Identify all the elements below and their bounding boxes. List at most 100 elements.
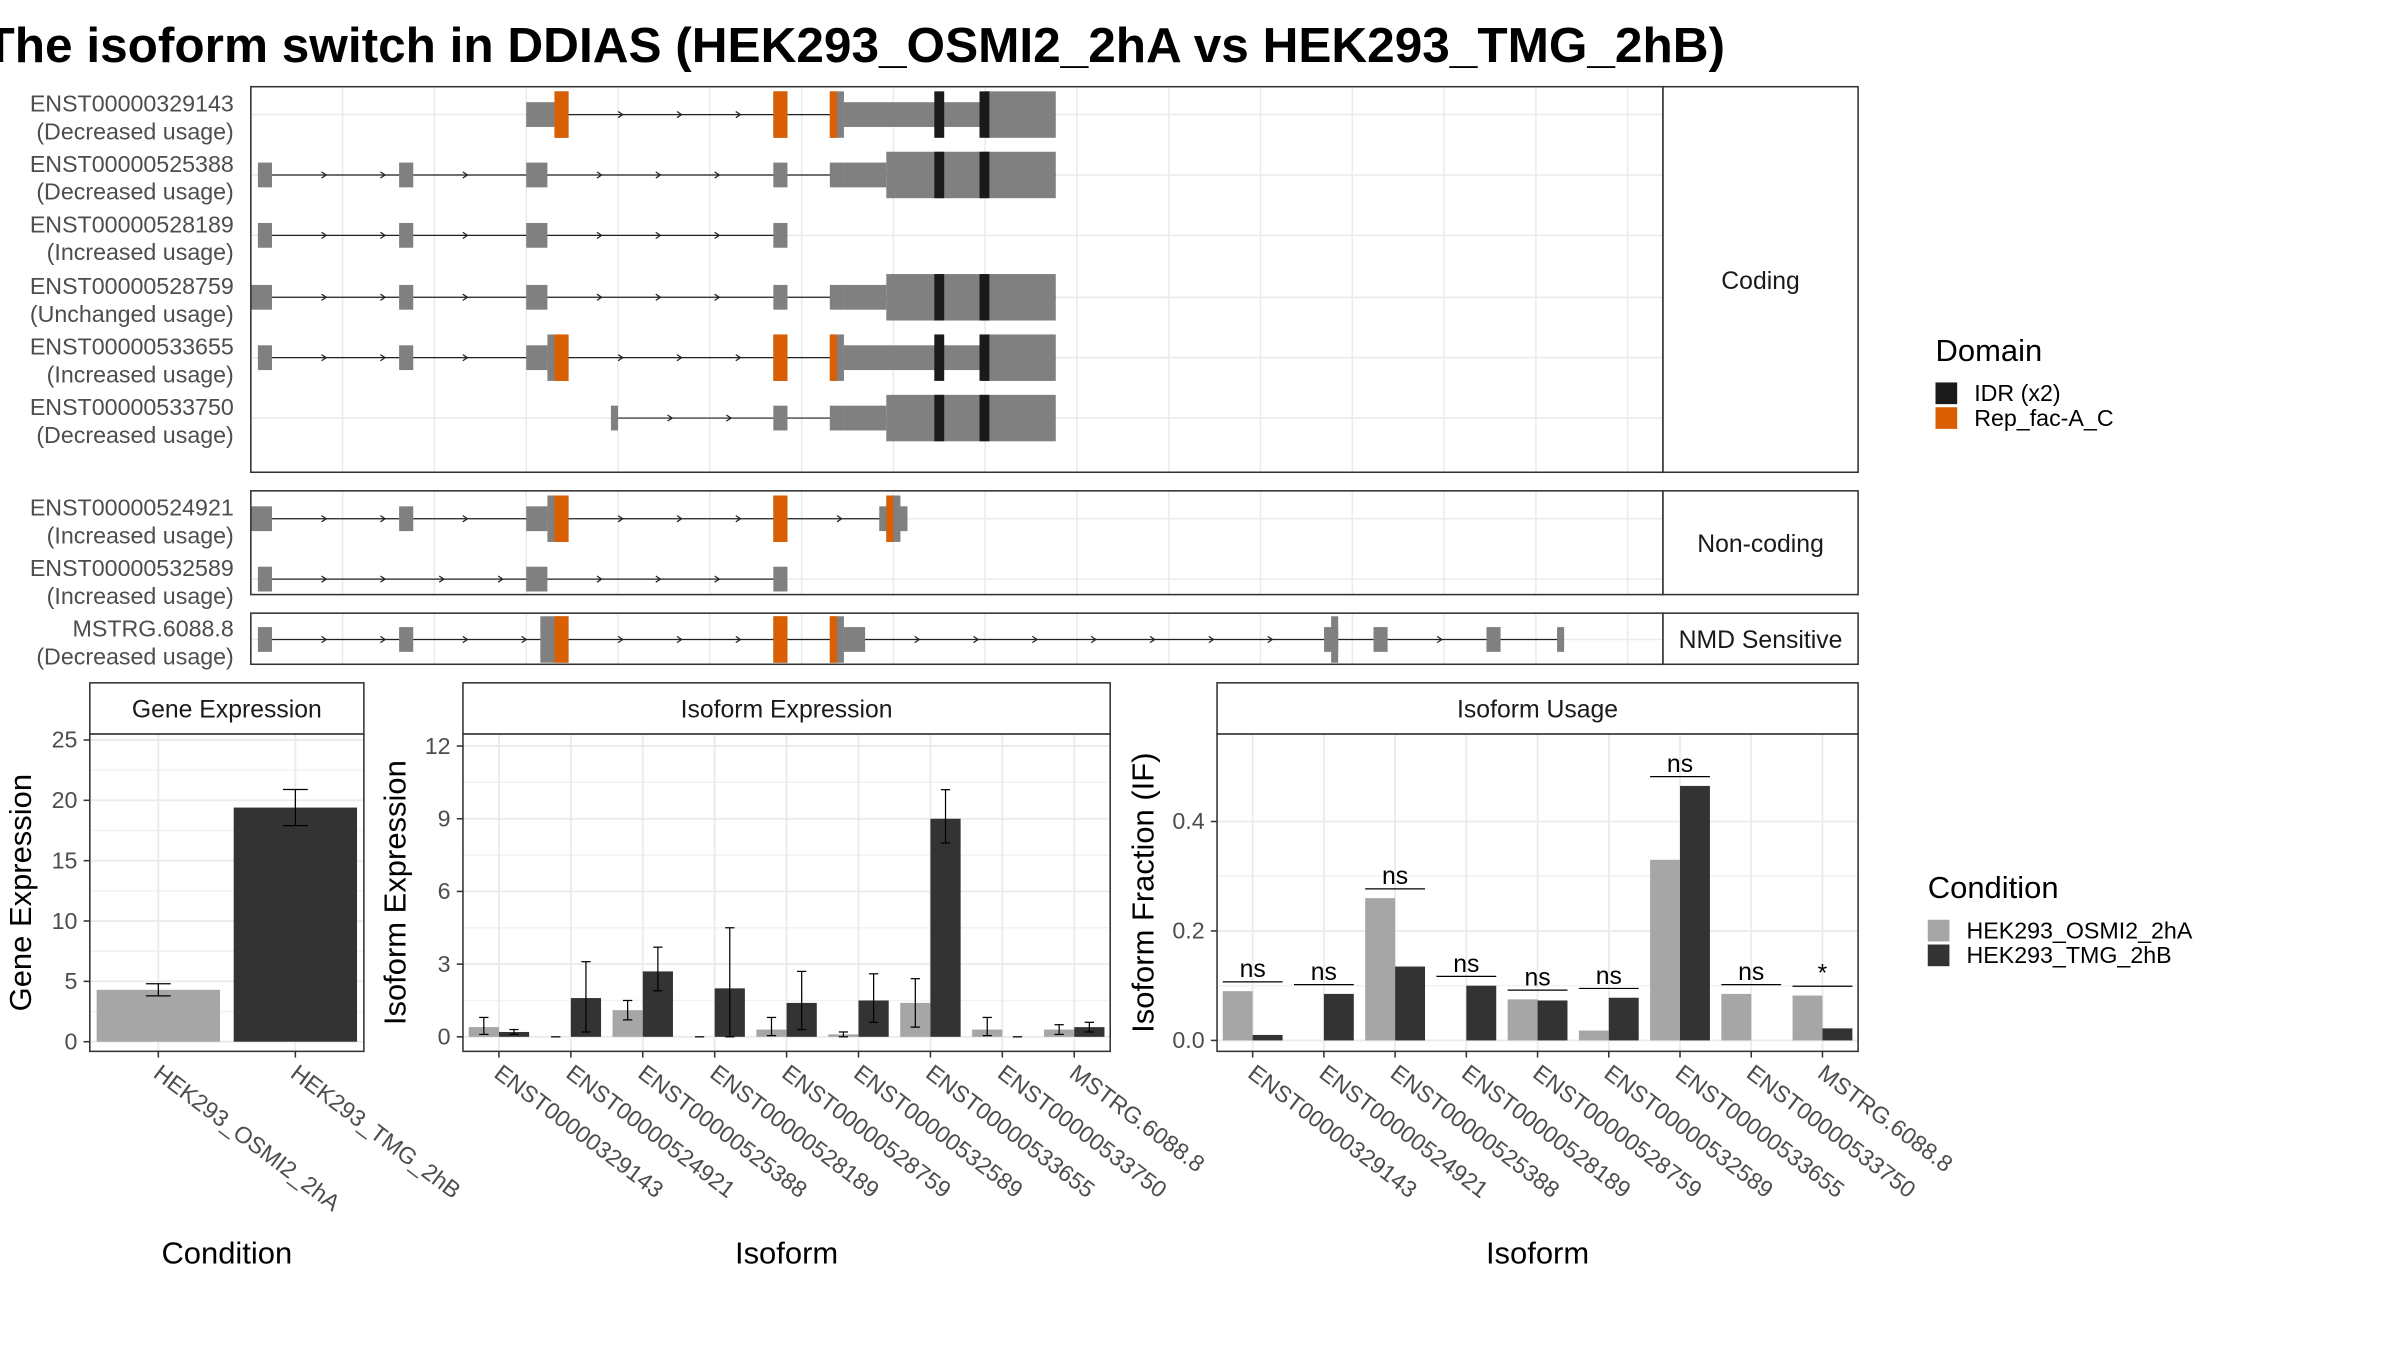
utr-exon <box>526 566 548 592</box>
utr-exon <box>829 162 844 188</box>
domain-idr <box>934 91 945 138</box>
bar <box>1466 985 1497 1041</box>
legend-title: Domain <box>1936 333 2043 368</box>
facet-strip <box>1662 612 1859 666</box>
y-axis-title: Gene Expression <box>3 774 38 1011</box>
legend-swatch <box>1935 407 1958 429</box>
utr-exon <box>257 222 273 248</box>
domain-rep-fac <box>773 91 788 138</box>
domain-rep-fac <box>554 495 569 542</box>
utr-exon <box>843 345 986 371</box>
direction-arrow <box>596 575 603 583</box>
utr-exon <box>399 162 414 188</box>
facet-strip-label: Non-coding <box>1697 531 1824 558</box>
legend-label: Rep_fac-A_C <box>1974 405 2113 431</box>
domain-idr <box>979 151 990 199</box>
utr-exon <box>1557 627 1565 652</box>
isoform-usage-label: (Unchanged usage) <box>30 301 234 327</box>
isoform-id-label: ENST00000524921 <box>30 495 234 521</box>
isoform-usage-label: (Increased usage) <box>47 361 234 387</box>
legend-title: Condition <box>1928 870 2059 905</box>
isoform-id-label: ENST00000528759 <box>30 273 234 299</box>
y-tick-label: 0 <box>64 1028 77 1054</box>
isoform-usage-label: (Decreased usage) <box>36 422 233 448</box>
bar <box>1680 785 1710 1041</box>
direction-arrow <box>380 231 387 239</box>
significance-label: ns <box>1311 959 1337 986</box>
y-tick-label: 0 <box>438 1024 451 1050</box>
structure-panel-nmd-sensitive: MSTRG.6088.8(Decreased usage) NMD Sensiti… <box>36 612 1859 669</box>
domain-rep-fac <box>773 616 788 663</box>
utr-exon <box>843 102 986 127</box>
y-tick-label: 0.2 <box>1172 918 1204 944</box>
domain-legend: Domain IDR (x2)Rep_fac-A_C <box>1935 333 2114 431</box>
direction-arrow <box>714 575 721 583</box>
isoform-id-label: ENST00000525388 <box>30 151 234 177</box>
utr-exon <box>843 405 887 431</box>
direction-arrow <box>321 635 328 644</box>
direction-arrow <box>596 293 603 301</box>
domain-rep-fac <box>773 334 788 381</box>
direction-arrow <box>714 171 721 179</box>
chart-title: Isoform Usage <box>1457 697 1618 724</box>
coding-exon <box>886 274 1056 321</box>
direction-arrow <box>617 635 624 644</box>
bar <box>96 989 220 1042</box>
utr-exon <box>610 405 618 431</box>
direction-arrow <box>676 515 683 523</box>
y-tick-label: 0.4 <box>1172 808 1204 834</box>
domain-idr <box>979 274 990 321</box>
y-tick-label: 0.0 <box>1172 1027 1204 1053</box>
direction-arrow <box>321 354 328 362</box>
isoform-usage-label: (Decreased usage) <box>36 643 233 669</box>
domain-idr <box>979 334 990 381</box>
isoform-track: ENST00000525388(Decreased usage) <box>30 151 1056 205</box>
direction-arrow <box>380 171 387 179</box>
x-axis-title: Isoform <box>735 1235 838 1270</box>
domain-idr <box>979 394 990 442</box>
direction-arrow <box>617 354 624 362</box>
isoform-track: ENST00000532589(Increased usage) <box>30 555 788 609</box>
x-axis-title: Condition <box>161 1235 292 1270</box>
coding-exon <box>985 91 1056 138</box>
domain-idr <box>934 394 945 442</box>
isoform-id-label: ENST00000533750 <box>30 394 234 420</box>
facet-strip <box>1662 490 1859 596</box>
isoform-id-label: ENST00000533655 <box>30 334 234 360</box>
direction-arrow <box>321 293 328 301</box>
utr-exon <box>399 627 414 652</box>
isoform-usage-label: (Decreased usage) <box>36 179 233 205</box>
facet-strip <box>462 682 1111 735</box>
utr-exon <box>526 222 548 248</box>
utr-exon <box>1486 627 1501 652</box>
direction-arrow <box>380 635 387 644</box>
utr-exon <box>843 627 866 652</box>
figure-title: The isoform switch in DDIAS (HEK293_OSMI… <box>0 18 1725 73</box>
isoform-id-label: ENST00000532589 <box>30 555 234 581</box>
isoform-track: ENST00000533655(Increased usage) <box>30 334 1056 387</box>
direction-arrow <box>438 575 446 583</box>
utr-exon <box>773 566 788 592</box>
utr-exon <box>829 405 844 431</box>
bar <box>1323 993 1354 1041</box>
domain-idr <box>934 151 945 199</box>
utr-exon <box>399 222 414 248</box>
direction-arrow <box>462 354 469 362</box>
legend-label: HEK293_OSMI2_2hA <box>1966 917 2192 943</box>
utr-exon <box>843 162 887 188</box>
legend-label: HEK293_TMG_2hB <box>1966 942 2171 968</box>
utr-exon <box>773 405 788 431</box>
direction-arrow <box>1267 635 1274 644</box>
direction-arrow <box>735 110 742 119</box>
direction-arrow <box>462 171 469 179</box>
isoform-usage-label: (Decreased usage) <box>36 118 233 144</box>
bar <box>1822 1028 1853 1041</box>
utr-exon <box>399 284 414 310</box>
domain-idr <box>934 334 945 381</box>
isoform-id-label: ENST00000329143 <box>30 90 234 116</box>
direction-arrow <box>497 575 504 583</box>
